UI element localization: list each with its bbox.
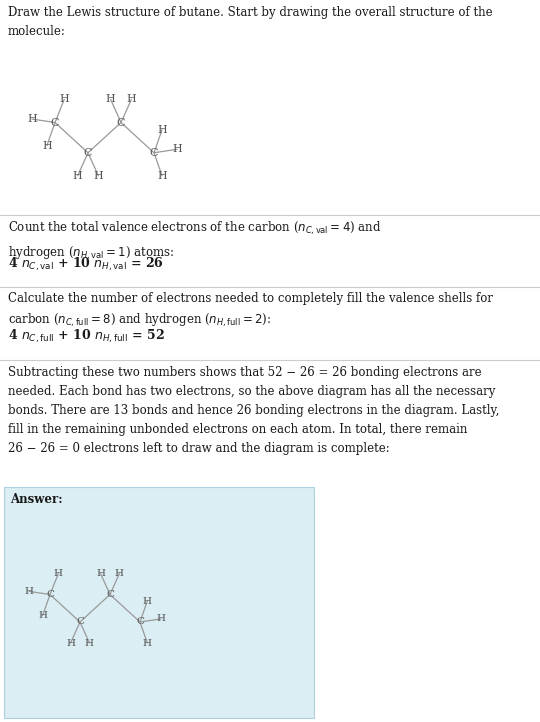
Text: Count the total valence electrons of the carbon ($n_{C, \mathrm{val}} = 4$) and
: Count the total valence electrons of the… — [8, 220, 382, 261]
Text: H: H — [143, 596, 152, 606]
Text: H: H — [157, 171, 167, 180]
Text: C: C — [51, 118, 59, 128]
Text: H: H — [96, 569, 105, 578]
FancyBboxPatch shape — [4, 487, 314, 718]
Text: C: C — [150, 148, 158, 157]
Text: H: H — [106, 95, 116, 105]
Text: C: C — [76, 617, 84, 627]
Text: C: C — [84, 148, 92, 157]
Text: H: H — [126, 95, 136, 105]
Text: H: H — [115, 569, 124, 578]
Text: H: H — [59, 95, 69, 105]
Text: H: H — [27, 114, 37, 124]
Text: 4 $n_{C,\mathrm{full}}$ + 10 $n_{H,\mathrm{full}}$ = 52: 4 $n_{C,\mathrm{full}}$ + 10 $n_{H,\math… — [8, 328, 165, 345]
Text: H: H — [85, 638, 94, 648]
Text: H: H — [143, 638, 152, 648]
Text: Subtracting these two numbers shows that 52 − 26 = 26 bonding electrons are
need: Subtracting these two numbers shows that… — [8, 366, 500, 455]
Text: Draw the Lewis structure of butane. Start by drawing the overall structure of th: Draw the Lewis structure of butane. Star… — [8, 6, 492, 38]
Text: H: H — [42, 141, 52, 151]
Text: H: H — [24, 587, 33, 596]
Text: C: C — [117, 118, 125, 128]
Text: H: H — [73, 171, 83, 180]
Text: 4 $n_{C,\mathrm{val}}$ + 10 $n_{H,\mathrm{val}}$ = 26: 4 $n_{C,\mathrm{val}}$ + 10 $n_{H,\mathr… — [8, 256, 164, 274]
Text: Calculate the number of electrons needed to completely fill the valence shells f: Calculate the number of electrons needed… — [8, 292, 493, 329]
Text: C: C — [46, 590, 54, 599]
Text: H: H — [93, 171, 103, 180]
Text: H: H — [54, 569, 63, 578]
Text: Answer:: Answer: — [10, 493, 63, 506]
Text: C: C — [106, 590, 114, 599]
Text: H: H — [172, 144, 182, 155]
Text: C: C — [136, 617, 144, 627]
Text: H: H — [157, 125, 167, 134]
Text: H: H — [38, 611, 47, 620]
Text: H: H — [157, 614, 165, 623]
Text: H: H — [66, 638, 75, 648]
